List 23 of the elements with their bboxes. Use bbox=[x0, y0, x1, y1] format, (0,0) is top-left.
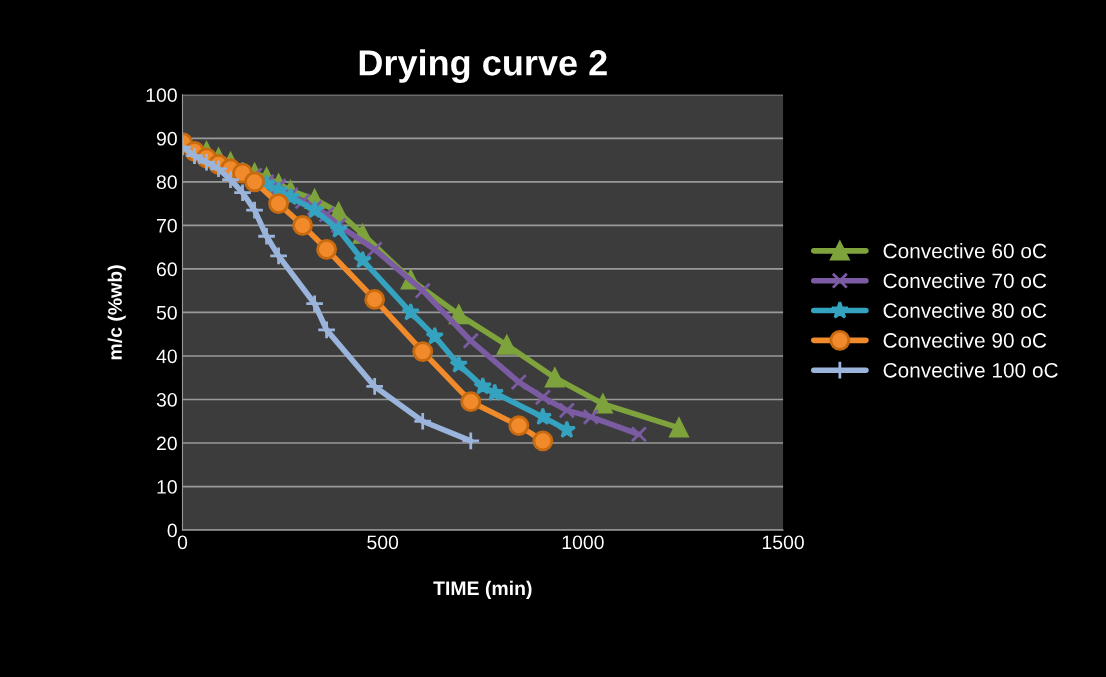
y-tick-label: 100 bbox=[146, 88, 177, 103]
x-tick-label: 1500 bbox=[762, 535, 804, 550]
legend-label: Convective 90 oC bbox=[883, 332, 1047, 348]
y-tick-label: 0 bbox=[167, 523, 177, 538]
y-axis-title: m/c (%wb) bbox=[107, 265, 126, 360]
x-tick-label: 500 bbox=[367, 535, 399, 550]
chart-title: Drying curve 2 bbox=[359, 49, 607, 83]
y-tick-label: 30 bbox=[156, 392, 177, 407]
y-tick-label: 90 bbox=[156, 131, 177, 146]
x-tick-label: 1000 bbox=[562, 535, 604, 550]
legend-label: Convective 80 oC bbox=[883, 302, 1047, 319]
y-tick-label: 80 bbox=[156, 175, 177, 190]
legend-label: Convective 60 oC bbox=[883, 243, 1047, 259]
y-tick-label: 40 bbox=[156, 349, 177, 364]
legend-label: Convective 100 oC bbox=[883, 362, 1058, 378]
y-tick-label: 50 bbox=[156, 305, 177, 320]
y-tick-label: 70 bbox=[157, 218, 177, 233]
y-tick-label: 20 bbox=[156, 436, 177, 451]
y-tick-label: 10 bbox=[157, 480, 177, 494]
legend-label: Convective 70 oC bbox=[883, 272, 1047, 289]
y-tick-label: 60 bbox=[156, 262, 177, 277]
x-tick-label: 0 bbox=[177, 535, 188, 550]
x-axis-title: TIME (min) bbox=[433, 580, 532, 599]
